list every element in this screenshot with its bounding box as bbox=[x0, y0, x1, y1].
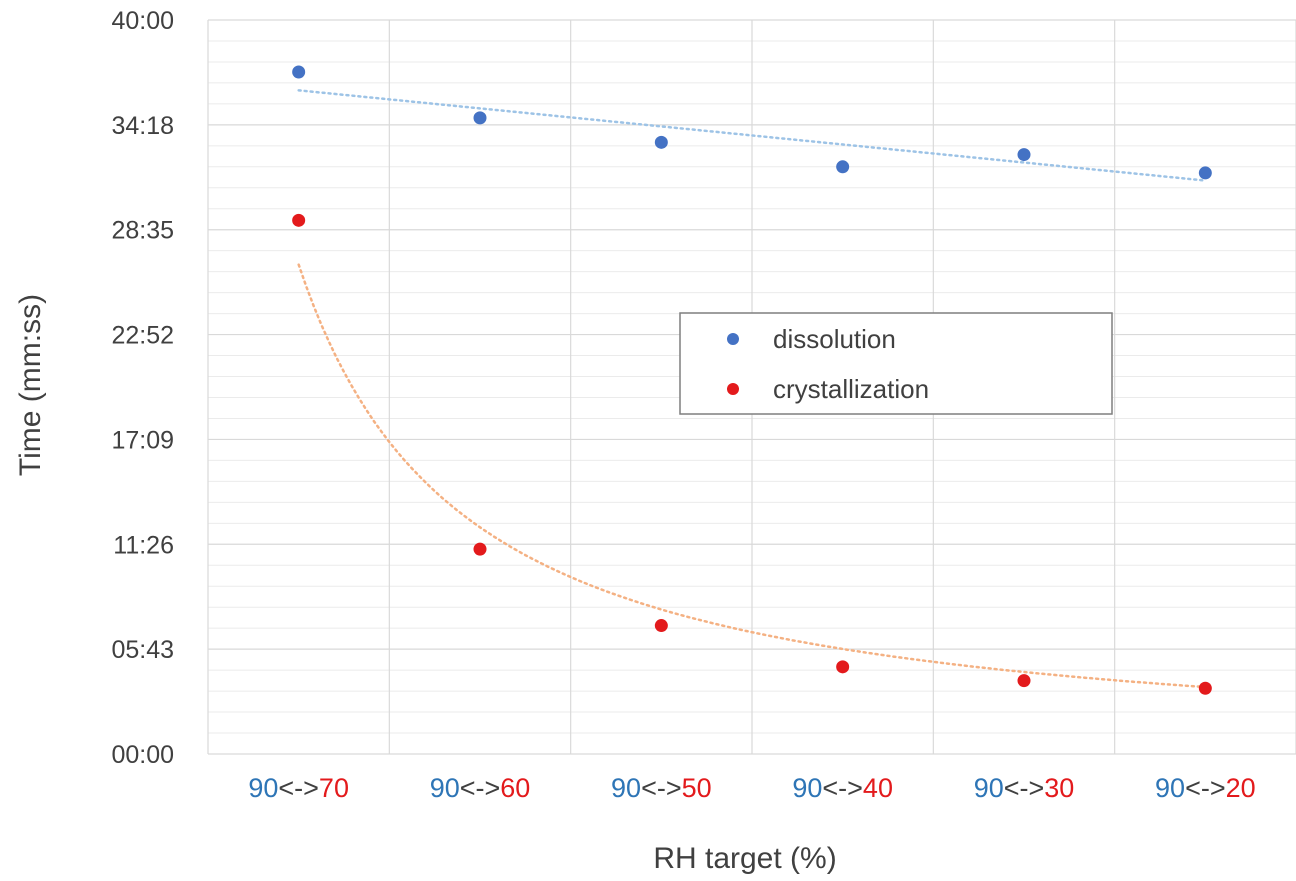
data-point-dissolution bbox=[836, 160, 850, 174]
data-point-dissolution bbox=[1198, 166, 1212, 180]
x-category-label-from: 90 bbox=[792, 773, 822, 803]
y-tick-label: 17:09 bbox=[111, 426, 174, 454]
data-points bbox=[292, 65, 1212, 695]
legend-box bbox=[679, 312, 1113, 415]
x-category-label-from: 90 bbox=[974, 773, 1004, 803]
x-category-label-sep: <-> bbox=[1004, 773, 1045, 803]
y-tick-label: 28:35 bbox=[111, 217, 174, 245]
x-category-label-from: 90 bbox=[1155, 773, 1185, 803]
y-axis-tick-labels: 00:00 05:43 11:26 17:09 22:52 28:35 34:18 40:00 bbox=[111, 7, 174, 769]
x-category-label-sep: <-> bbox=[460, 773, 501, 803]
data-point-crystallization bbox=[1198, 681, 1212, 695]
x-category-label-sep: <-> bbox=[641, 773, 682, 803]
data-point-crystallization bbox=[1017, 674, 1031, 688]
x-category-label-to: 50 bbox=[682, 773, 712, 803]
x-category-label-to: 70 bbox=[319, 773, 349, 803]
x-category-label-sep: <-> bbox=[822, 773, 863, 803]
x-category-label: 90<->60 bbox=[430, 773, 531, 803]
y-tick-label: 05:43 bbox=[111, 636, 174, 664]
major-gridlines bbox=[207, 19, 1296, 755]
x-category-label-to: 20 bbox=[1226, 773, 1256, 803]
x-category-label-from: 90 bbox=[248, 773, 278, 803]
x-category-label-to: 40 bbox=[863, 773, 893, 803]
data-point-crystallization bbox=[292, 213, 306, 227]
data-point-crystallization bbox=[473, 542, 487, 556]
x-category-label-sep: <-> bbox=[278, 773, 319, 803]
y-tick-label: 34:18 bbox=[111, 112, 174, 140]
data-point-dissolution bbox=[654, 135, 668, 149]
legend-marker-crystallization bbox=[727, 383, 739, 395]
trendlines bbox=[297, 89, 1207, 689]
x-category-label-to: 60 bbox=[500, 773, 530, 803]
x-category-label: 90<->40 bbox=[792, 773, 893, 803]
x-axis-title: RH target (%) bbox=[653, 842, 836, 875]
legend-label-dissolution: dissolution bbox=[773, 324, 896, 354]
x-category-label-sep: <-> bbox=[1185, 773, 1226, 803]
x-category-label-to: 30 bbox=[1044, 773, 1074, 803]
data-point-dissolution bbox=[292, 65, 306, 79]
data-point-dissolution bbox=[1017, 148, 1031, 162]
data-point-crystallization bbox=[654, 619, 668, 633]
legend-label-crystallization: crystallization bbox=[773, 374, 929, 404]
x-category-label: 90<->20 bbox=[1155, 773, 1256, 803]
legend-marker-dissolution bbox=[727, 333, 739, 345]
x-category-label: 90<->30 bbox=[974, 773, 1075, 803]
y-tick-label: 40:00 bbox=[111, 7, 174, 35]
x-category-label: 90<->70 bbox=[248, 773, 349, 803]
y-axis-title: Time (mm:ss) bbox=[14, 294, 47, 476]
x-category-label-from: 90 bbox=[611, 773, 641, 803]
x-category-label: 90<->50 bbox=[611, 773, 712, 803]
legend: dissolution crystallization bbox=[679, 312, 1113, 415]
y-tick-label: 00:00 bbox=[111, 741, 174, 769]
trendline-dissolution bbox=[297, 89, 1207, 182]
y-tick-label: 11:26 bbox=[113, 531, 174, 559]
trendline-crystallization bbox=[297, 263, 1207, 689]
y-tick-label: 22:52 bbox=[111, 322, 174, 350]
data-point-dissolution bbox=[473, 111, 487, 125]
x-axis-category-labels: 90<->70 90<->60 90<->50 90<->40 90<->30 90<->… bbox=[248, 773, 1255, 803]
data-point-crystallization bbox=[836, 660, 850, 674]
x-category-label-from: 90 bbox=[430, 773, 460, 803]
